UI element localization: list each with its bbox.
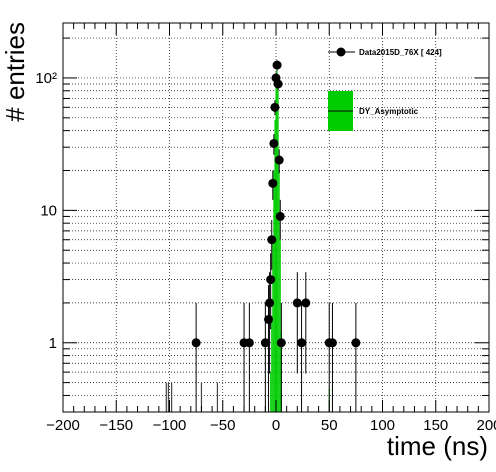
y-axis-title: # entries bbox=[0, 22, 30, 122]
data-point bbox=[264, 314, 274, 324]
data-point bbox=[244, 338, 254, 348]
x-tick-label: −200 bbox=[46, 417, 80, 434]
data-point bbox=[267, 235, 277, 245]
data-point bbox=[327, 338, 337, 348]
data-point bbox=[268, 178, 278, 188]
band-bin bbox=[272, 239, 274, 412]
data-point bbox=[260, 338, 270, 348]
data-point bbox=[270, 102, 280, 112]
x-axis-title: time (ns) bbox=[387, 431, 488, 461]
data-point bbox=[269, 138, 279, 148]
x-tick-label: 150 bbox=[423, 417, 448, 434]
tick-labels: −200 −150 −100 −50 0 50 100 150 200 1 10 10² bbox=[35, 70, 496, 434]
axis-ticks bbox=[62, 23, 490, 413]
data-point bbox=[273, 79, 283, 89]
legend-data-marker bbox=[336, 47, 346, 57]
data-point bbox=[272, 60, 282, 70]
data-point bbox=[276, 338, 286, 348]
y-tick-label: 1 bbox=[49, 335, 57, 352]
band-bin bbox=[275, 87, 277, 412]
legend: Data2015D_76X [ 424] DY_Asymptotic bbox=[328, 47, 442, 131]
data-point bbox=[274, 155, 284, 165]
legend-band-label: DY_Asymptotic bbox=[359, 107, 419, 116]
y-tick-label: 10 bbox=[40, 202, 57, 219]
x-tick-label: −50 bbox=[210, 417, 235, 434]
data-point bbox=[351, 338, 361, 348]
band-bin bbox=[271, 315, 273, 412]
band-bin bbox=[273, 170, 275, 412]
data-point bbox=[297, 338, 307, 348]
x-tick-label: −150 bbox=[99, 417, 133, 434]
x-tick-label: −100 bbox=[153, 417, 187, 434]
legend-data-label: Data2015D_76X [ 424] bbox=[359, 48, 442, 57]
y-tick-label: 10² bbox=[35, 70, 57, 87]
band-bin bbox=[277, 90, 279, 412]
data-point bbox=[275, 211, 285, 221]
x-tick-label: 100 bbox=[370, 417, 395, 434]
x-tick-label: 0 bbox=[272, 417, 280, 434]
data-point bbox=[191, 338, 201, 348]
spikes bbox=[165, 382, 219, 412]
data-point bbox=[266, 275, 276, 285]
data-points bbox=[191, 60, 361, 412]
data-point bbox=[301, 298, 311, 308]
data-point bbox=[292, 298, 302, 308]
band-bin bbox=[278, 170, 280, 412]
band-bin bbox=[274, 120, 276, 412]
band-bin bbox=[279, 239, 281, 412]
x-tick-label: 200 bbox=[476, 417, 496, 434]
band-bin bbox=[270, 372, 272, 412]
x-tick-label: 50 bbox=[321, 417, 338, 434]
data-point bbox=[265, 298, 275, 308]
band-bin bbox=[276, 69, 278, 413]
